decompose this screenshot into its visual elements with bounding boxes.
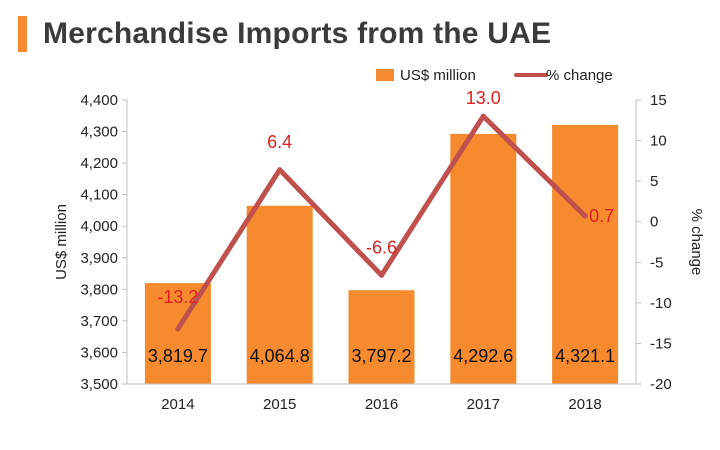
- line-point-2016: [379, 272, 384, 278]
- x-tick-label: 2016: [365, 396, 398, 413]
- y2-tick-label: -15: [650, 335, 672, 352]
- x-tick-label: 2015: [263, 396, 296, 413]
- title-accent-bar: [18, 16, 27, 52]
- page-title: Merchandise Imports from the UAE: [43, 17, 552, 50]
- bar-2016: [348, 290, 415, 384]
- y2-tick-label: -10: [650, 295, 672, 312]
- legend-bar-swatch: [376, 69, 394, 81]
- legend-line-label: % change: [546, 67, 613, 84]
- y-axis-title: US$ million: [53, 204, 70, 280]
- x-tick-label: 2018: [568, 396, 601, 413]
- y2-tick-label: 0: [650, 214, 658, 231]
- y-tick-label: 4,300: [80, 124, 118, 141]
- line-point-2018: [582, 213, 588, 219]
- x-tick-label: 2017: [467, 396, 500, 413]
- y-tick-label: 3,900: [80, 250, 118, 267]
- x-tick-label: 2014: [161, 396, 194, 413]
- bar-2018: [552, 124, 619, 384]
- bar-value-label: 4,321.1: [555, 346, 615, 366]
- y2-tick-label: -5: [650, 254, 663, 271]
- y-tick-label: 3,500: [80, 376, 118, 393]
- line-value-label: 6.4: [267, 132, 292, 152]
- bar-value-label: 4,064.8: [250, 346, 310, 366]
- y-tick-label: 3,600: [80, 344, 118, 361]
- y2-tick-label: 10: [650, 133, 667, 150]
- y2-tick-label: 15: [650, 92, 667, 109]
- y-tick-label: 4,400: [80, 92, 118, 109]
- bar-2014: [144, 283, 211, 384]
- bar-2017: [450, 133, 517, 384]
- line-value-label: 13.0: [466, 88, 501, 108]
- bar-2015: [246, 205, 313, 384]
- y2-tick-label: -20: [650, 376, 672, 393]
- bar-value-label: 3,819.7: [148, 346, 208, 366]
- line-value-label: -6.6: [366, 237, 397, 257]
- bar-value-label: 3,797.2: [351, 346, 411, 366]
- y-tick-label: 4,200: [80, 155, 118, 172]
- line-value-label: 0.7: [589, 206, 614, 226]
- line-point-2017: [480, 113, 486, 119]
- legend-bar-label: US$ million: [400, 67, 476, 84]
- bar-value-label: 4,292.6: [453, 346, 513, 366]
- y-tick-label: 3,800: [80, 281, 118, 298]
- y2-axis-title: % change: [688, 209, 705, 276]
- y2-tick-label: 5: [650, 173, 658, 190]
- line-point-2015: [277, 167, 283, 173]
- y-tick-label: 4,000: [80, 218, 118, 235]
- line-point-2014: [175, 326, 181, 332]
- title-block: Merchandise Imports from the UAE: [18, 14, 551, 54]
- y-tick-label: 3,700: [80, 313, 118, 330]
- line-value-label: -13.2: [157, 287, 198, 307]
- y-tick-label: 4,100: [80, 187, 118, 204]
